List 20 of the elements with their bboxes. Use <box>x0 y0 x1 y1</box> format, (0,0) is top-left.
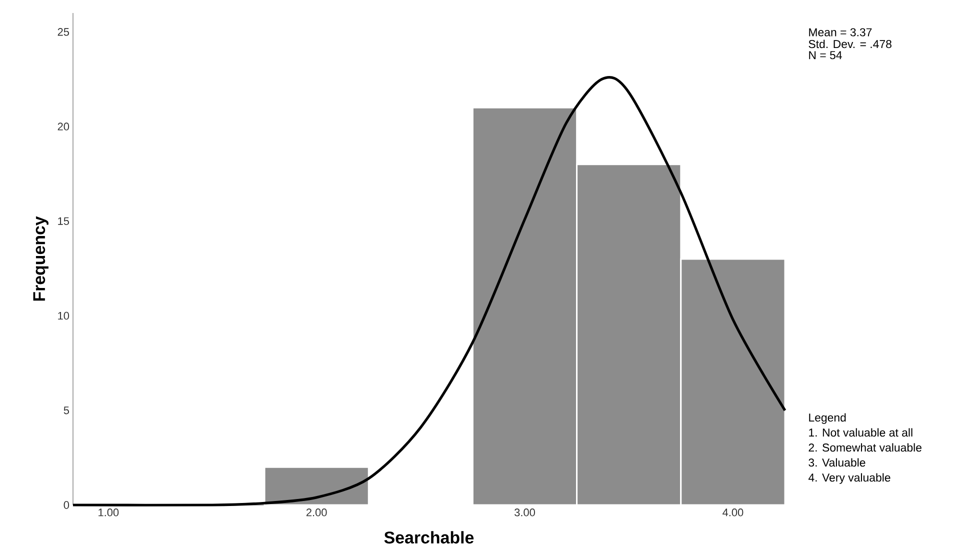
x-axis-title: Searchable <box>384 531 474 544</box>
text: Mean = 3.37 <box>809 28 872 36</box>
y-tick-label: 20 <box>58 122 70 130</box>
text: 1. Not valuable at all <box>809 428 912 437</box>
text: Std. Dev. = .478 <box>808 40 892 48</box>
x-tick-label: 4.00 <box>722 508 744 516</box>
text: 2. Somewhat valuable <box>808 443 922 452</box>
text: 3. Valuable <box>808 458 866 467</box>
y-tick-label: 10 <box>58 312 70 320</box>
x-tick-label: 3.00 <box>514 508 535 516</box>
text: 4. Very valuable <box>808 473 890 484</box>
y-tick-label: 25 <box>58 28 70 36</box>
text: N = 54 <box>809 51 842 60</box>
y-tick-label: 5 <box>64 406 70 414</box>
x-tick-label: 2.00 <box>306 508 327 516</box>
y-tick-label: 0 <box>64 501 70 509</box>
y-tick-label: 15 <box>58 217 70 225</box>
x-tick-label: 1.00 <box>98 508 119 516</box>
text: Legend <box>809 413 846 424</box>
y-axis-title: Frequency <box>33 216 48 301</box>
